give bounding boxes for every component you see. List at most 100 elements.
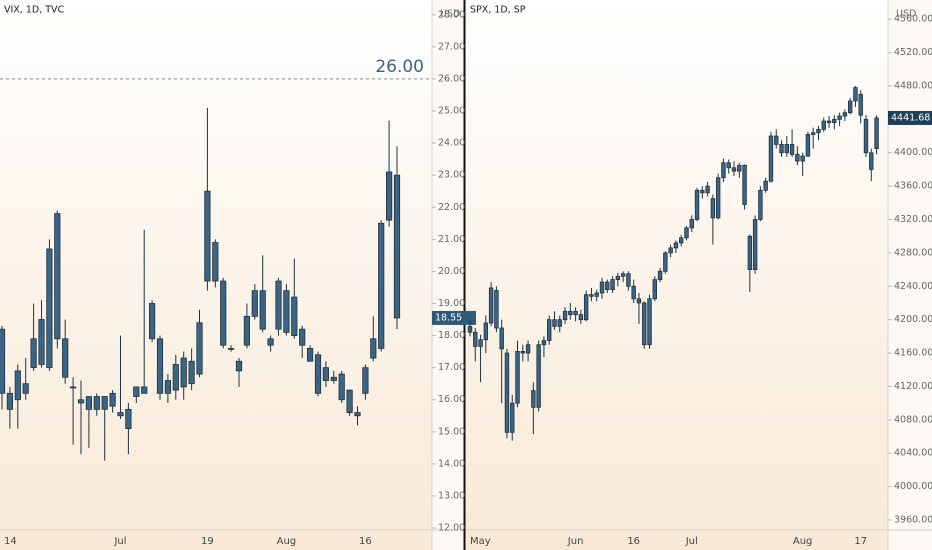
candle-body	[642, 302, 647, 346]
candle-body	[291, 296, 298, 336]
y-tick-label: 4560.00	[894, 14, 932, 25]
candle-body	[705, 185, 710, 194]
candle-body	[227, 348, 235, 350]
candle-body	[220, 280, 227, 346]
y-tick-label: 4160.00	[894, 348, 932, 359]
y-tick-label: 27.00	[438, 41, 465, 52]
candle-body	[631, 285, 636, 300]
y-tick-label: 22.00	[438, 202, 465, 213]
candle-body	[652, 279, 657, 300]
candle-body	[547, 319, 552, 341]
candle-body	[789, 143, 795, 155]
last-price-box	[888, 110, 932, 125]
candle-body	[212, 242, 219, 282]
candle-body	[6, 392, 13, 410]
candle-body	[826, 120, 832, 124]
y-tick-label: 13.00	[438, 490, 465, 501]
y-tick-label: 4520.00	[894, 47, 932, 58]
chart-title: SPX, 1D, SP	[470, 5, 526, 16]
y-tick-label: 14.00	[438, 458, 465, 469]
candle-body	[172, 364, 179, 391]
y-tick-label: 4000.00	[894, 481, 932, 492]
candle-body	[663, 252, 668, 272]
candle-body	[805, 133, 811, 157]
candle-body	[689, 219, 694, 229]
candle-body	[204, 190, 211, 282]
candle-body	[668, 247, 673, 254]
candle-body	[721, 162, 726, 179]
candle-body	[38, 319, 45, 365]
candle-body	[141, 386, 148, 394]
y-tick-label: 12.00	[438, 523, 465, 534]
candle-body	[869, 152, 874, 170]
candle-body	[747, 235, 753, 270]
candle-body	[510, 402, 515, 433]
candle-body	[70, 386, 77, 389]
candle-body	[742, 164, 747, 205]
price-axis	[432, 0, 464, 550]
candle-body	[338, 373, 345, 401]
candle-body	[156, 338, 164, 394]
candle-body	[684, 227, 689, 239]
candle-body	[726, 162, 731, 169]
candle-body	[568, 310, 573, 316]
candle-body	[552, 319, 557, 327]
candle-body	[557, 319, 562, 327]
candle-body	[306, 348, 314, 362]
y-tick-label: 19.00	[438, 298, 465, 309]
candle-body	[800, 155, 805, 162]
candle-body	[531, 390, 536, 408]
last-price-box	[432, 310, 476, 325]
candle-body	[346, 389, 353, 413]
candle-body	[589, 294, 594, 297]
candle-body	[494, 290, 499, 329]
candle-body	[133, 386, 140, 397]
candle-body	[322, 367, 330, 381]
candle-body	[679, 237, 684, 244]
y-tick-label: 4240.00	[894, 281, 932, 292]
candle-body	[636, 298, 642, 304]
y-tick-label: 4280.00	[894, 247, 932, 258]
candle-body	[180, 357, 187, 388]
candle-body	[578, 314, 584, 321]
y-tick-label: 4320.00	[894, 214, 932, 225]
candle-body	[85, 396, 92, 410]
candle-body	[385, 171, 393, 221]
candle-body	[536, 344, 541, 408]
candles	[467, 85, 879, 441]
candle-body	[837, 115, 842, 120]
candle-body	[541, 340, 547, 346]
candle-body	[77, 399, 85, 404]
y-tick-label: 20.00	[438, 266, 465, 277]
candle-body	[626, 273, 631, 287]
x-tick-label: Aug	[277, 536, 297, 547]
candle-body	[362, 367, 369, 394]
y-tick-label: 4480.00	[894, 80, 932, 91]
candle-body	[0, 328, 6, 394]
candle-body	[488, 287, 494, 324]
candle-body	[863, 118, 869, 154]
y-tick-label: 4200.00	[894, 314, 932, 325]
candle-body	[795, 154, 800, 162]
candle-body	[473, 331, 478, 347]
candle-body	[515, 350, 520, 404]
candle-body	[30, 338, 37, 369]
candle-body	[14, 370, 21, 401]
candle-body	[874, 117, 879, 149]
candle-body	[370, 338, 377, 359]
candle-body	[478, 339, 483, 347]
candle-body	[573, 310, 578, 316]
candle-body	[188, 360, 195, 385]
candle-body	[148, 303, 156, 340]
candle-body	[647, 298, 652, 346]
candle-body	[196, 322, 203, 375]
candle-body	[378, 222, 385, 349]
candle-body	[594, 292, 599, 297]
candle-body	[164, 380, 171, 394]
chart-title: VIX, 1D, TVC	[4, 5, 65, 16]
candle-body	[562, 310, 568, 321]
candle-body	[763, 180, 768, 191]
candle-body	[283, 290, 290, 333]
